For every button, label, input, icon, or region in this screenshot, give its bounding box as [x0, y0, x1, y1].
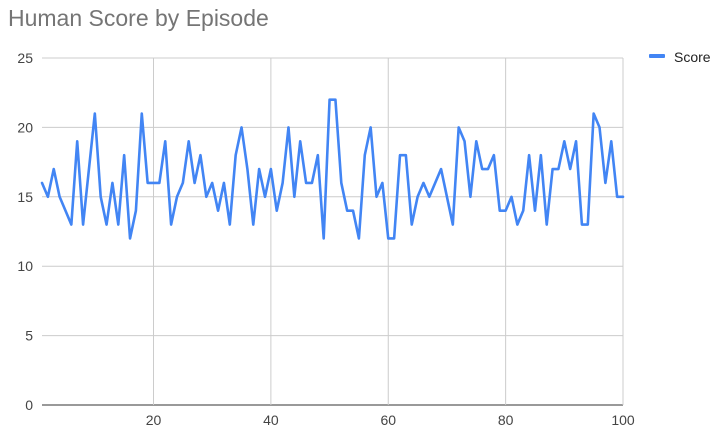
y-tick-label-0: 0 [25, 397, 33, 413]
chart-title: Human Score by Episode [8, 5, 269, 31]
y-tick-label-10: 10 [17, 258, 33, 274]
y-tick-label-25: 25 [17, 50, 33, 66]
y-tick-label-5: 5 [25, 328, 33, 344]
x-tick-label-60: 60 [380, 412, 396, 428]
gridlines [42, 57, 624, 406]
x-tick-label-40: 40 [263, 412, 279, 428]
x-tick-label-100: 100 [611, 412, 635, 428]
series-layer [40, 98, 625, 240]
x-tick-label-80: 80 [498, 412, 514, 428]
legend-label-score: Score [674, 49, 711, 65]
legend: Score [649, 49, 711, 65]
series-line-score [40, 98, 625, 240]
x-tick-label-20: 20 [146, 412, 162, 428]
y-tick-label-20: 20 [17, 119, 33, 135]
y-tick-label-15: 15 [17, 189, 33, 205]
axis-ticks: 0 5 10 15 20 25 20 40 60 80 100 [17, 50, 634, 428]
legend-swatch-score [649, 54, 665, 58]
